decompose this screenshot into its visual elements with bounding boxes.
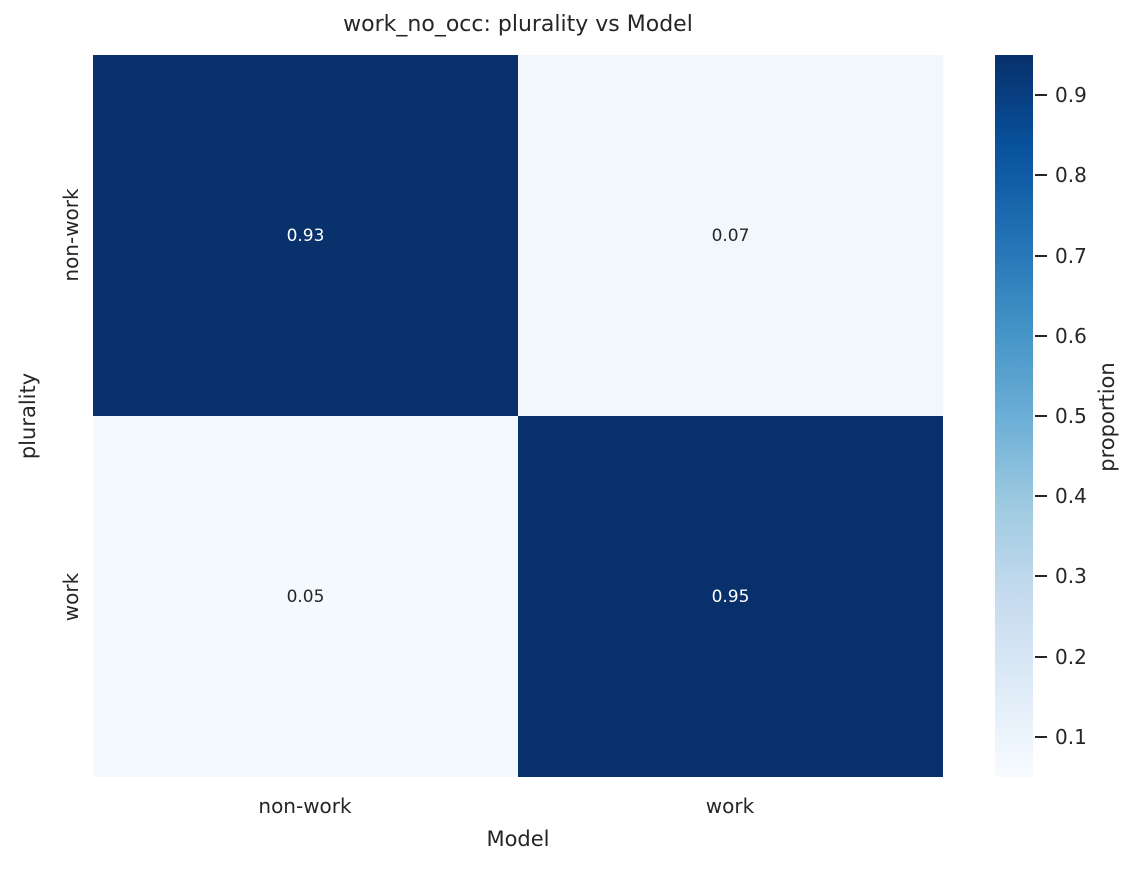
colorbar-tickmark [1035, 495, 1047, 498]
heatmap-cell-r1c1: 0.95 [518, 416, 943, 777]
colorbar-tickmark [1035, 735, 1047, 738]
cell-annotation: 0.95 [711, 586, 750, 607]
colorbar-tick-label: 0.3 [1055, 564, 1087, 589]
colorbar-tickmark [1035, 334, 1047, 337]
colorbar-tick-label: 0.8 [1055, 163, 1087, 188]
colorbar-tick-label: 0.5 [1055, 404, 1087, 428]
colorbar-gradient [995, 55, 1033, 777]
x-tick-label-work: work [705, 794, 755, 818]
colorbar-tickmark [1035, 415, 1047, 417]
colorbar-tick-label: 0.9 [1055, 83, 1087, 108]
colorbar-label: proportion [1095, 362, 1119, 472]
colorbar-tickmark [1035, 655, 1047, 658]
colorbar-tick-label: 0.4 [1055, 484, 1087, 509]
chart-title: work_no_occ: plurality vs Model [343, 12, 693, 37]
heatmap-grid: 0.93 0.07 0.05 0.95 [93, 55, 943, 777]
colorbar: 0.1 0.2 0.3 0.4 0.5 0.6 0.7 0.8 0.9 [995, 55, 1087, 777]
heatmap-cell-r0c1: 0.07 [518, 55, 943, 416]
y-tick-label-non-work: non-work [59, 188, 83, 282]
colorbar-tick-label: 0.1 [1055, 724, 1087, 749]
colorbar-tick-label: 0.2 [1055, 644, 1087, 669]
cell-annotation: 0.07 [711, 225, 750, 246]
x-axis-label: Model [486, 827, 550, 851]
colorbar-tickmark [1035, 254, 1047, 257]
colorbar-tickmark [1035, 575, 1047, 578]
colorbar-tick-label: 0.7 [1055, 243, 1087, 268]
heatmap-cell-r0c0: 0.93 [93, 55, 518, 416]
x-tick-label-non-work: non-work [258, 794, 352, 818]
colorbar-tick-label: 0.6 [1055, 323, 1087, 348]
cell-annotation: 0.93 [286, 225, 325, 246]
y-axis-label: plurality [16, 372, 40, 460]
heatmap-cell-r1c0: 0.05 [93, 416, 518, 777]
colorbar-tickmark [1035, 174, 1047, 177]
y-tick-label-work: work [59, 572, 83, 622]
colorbar-tickmark [1035, 94, 1047, 97]
cell-annotation: 0.05 [286, 586, 325, 607]
